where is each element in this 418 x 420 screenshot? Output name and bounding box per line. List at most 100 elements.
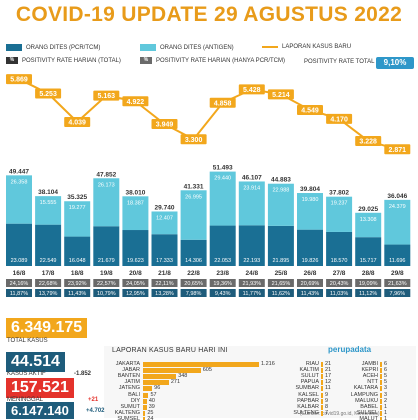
cases-label-13: 2.871 bbox=[389, 147, 407, 154]
legend-cases: LAPORAN KASUS BARU bbox=[262, 44, 351, 50]
cases-label-4: 4.922 bbox=[127, 99, 145, 106]
bar-pcr-4 bbox=[122, 230, 149, 266]
tick-5: 21/8 bbox=[158, 270, 171, 277]
province-bar-26 bbox=[380, 404, 382, 410]
province-label-17: KALBAR bbox=[297, 403, 319, 410]
province-bar-10 bbox=[321, 362, 323, 367]
province-bar-1 bbox=[143, 368, 201, 374]
bar-pcr-10 bbox=[297, 229, 323, 266]
province-label-12: SULUT bbox=[300, 373, 319, 380]
label-total-11: 37.802 bbox=[329, 190, 349, 197]
province-value-2: 348 bbox=[178, 373, 188, 380]
province-label-15: KALSEL bbox=[298, 391, 319, 398]
province-bar-9 bbox=[143, 416, 146, 420]
pos-pcr-box-12 bbox=[355, 279, 382, 287]
tick-3: 19/8 bbox=[100, 270, 113, 277]
active-cases-label: KASUS AKTIF bbox=[7, 371, 46, 377]
bar-pcr-5 bbox=[151, 234, 178, 266]
pos-pcr-1: 22,68% bbox=[39, 281, 58, 287]
label-total-3: 47.852 bbox=[96, 171, 116, 178]
cases-label-0: 5.869 bbox=[10, 77, 28, 84]
pos-total-3: 10,79% bbox=[97, 291, 116, 297]
cases-label-6: 3.300 bbox=[185, 137, 203, 144]
pos-total-box-2 bbox=[64, 289, 91, 297]
province-value-9: 24 bbox=[147, 415, 154, 420]
province-value-21: 5 bbox=[384, 373, 388, 380]
pos-pcr-6: 20,65% bbox=[184, 281, 203, 287]
bar-antigen-0 bbox=[6, 175, 32, 224]
bar-antigen-1 bbox=[35, 196, 62, 225]
province-bar-2 bbox=[143, 374, 177, 380]
pos-total-4: 12,95% bbox=[126, 291, 145, 297]
label-total-0: 49.447 bbox=[9, 168, 29, 175]
province-value-5: 57 bbox=[150, 391, 157, 398]
cases-marker-10 bbox=[297, 104, 323, 115]
label-pcr-2: 16.048 bbox=[69, 258, 86, 264]
label-total-7: 51.493 bbox=[213, 165, 233, 172]
tick-1: 17/8 bbox=[42, 270, 55, 277]
province-bar-13 bbox=[321, 380, 323, 386]
label-total-10: 39.804 bbox=[300, 186, 320, 193]
cases-label-10: 4.549 bbox=[301, 107, 319, 114]
cases-label-7: 4.858 bbox=[214, 100, 232, 107]
pos-total-13: 7,96% bbox=[389, 291, 405, 297]
province-label-23: KALTARA bbox=[353, 385, 378, 392]
province-label-7: SUMUT bbox=[120, 403, 140, 410]
label-pcr-7: 22.053 bbox=[214, 258, 231, 264]
label-antigen-9: 22.988 bbox=[272, 188, 289, 194]
bar-antigen-9 bbox=[267, 183, 294, 226]
pos-pcr-box-13 bbox=[384, 279, 411, 287]
province-value-18: 7 bbox=[325, 409, 329, 416]
pos-total-12: 11,12% bbox=[359, 291, 377, 297]
province-label-0: JAKARTA bbox=[115, 361, 140, 367]
bar-pcr-9 bbox=[267, 225, 294, 266]
pos-total-box-5 bbox=[151, 289, 178, 297]
province-value-20: 6 bbox=[384, 367, 388, 374]
tick-12: 28/8 bbox=[362, 270, 375, 277]
pos-pcr-box-3 bbox=[93, 279, 120, 287]
pos-pcr-5: 22,11% bbox=[155, 281, 173, 287]
pos-total-box-0 bbox=[6, 289, 32, 297]
tick-2: 18/8 bbox=[71, 270, 84, 277]
cases-marker-8 bbox=[238, 84, 265, 95]
province-bar-17 bbox=[321, 404, 323, 410]
province-panel-title: LAPORAN KASUS BARU HARI INI bbox=[112, 347, 228, 354]
pos-pcr-box-11 bbox=[326, 279, 353, 287]
pos-pcr-12: 19,09% bbox=[359, 281, 378, 287]
province-bar-14 bbox=[321, 386, 323, 392]
province-bar-19 bbox=[380, 362, 382, 367]
pos-total-box-10 bbox=[297, 289, 323, 297]
province-bar-18 bbox=[321, 410, 323, 416]
label-pcr-1: 22.549 bbox=[40, 258, 57, 264]
province-label-6: DIY bbox=[130, 397, 140, 404]
province-bar-4 bbox=[143, 386, 153, 392]
recovered-delta: +4.702 bbox=[86, 408, 105, 414]
total-cases-label: TOTAL KASUS bbox=[7, 338, 48, 344]
label-pcr-4: 19.623 bbox=[127, 258, 144, 264]
label-total-4: 38.010 bbox=[125, 189, 145, 196]
cases-marker-0 bbox=[6, 74, 32, 85]
bar-pcr-3 bbox=[93, 226, 120, 266]
cases-label-11: 4.170 bbox=[330, 116, 348, 123]
label-antigen-13: 24.379 bbox=[389, 204, 406, 210]
province-label-14: SUMBAR bbox=[295, 385, 319, 392]
cases-marker-9 bbox=[267, 89, 294, 100]
province-label-27: SULSEL bbox=[356, 409, 378, 416]
label-pcr-5: 17.333 bbox=[156, 258, 173, 264]
province-label-10: RIAU bbox=[305, 361, 319, 367]
province-value-26: 1 bbox=[384, 403, 388, 410]
pos-pcr-box-2 bbox=[64, 279, 91, 287]
bar-antigen-11 bbox=[326, 196, 353, 232]
recovered-value: 6.147.140 bbox=[6, 402, 74, 419]
label-pcr-9: 21.895 bbox=[272, 258, 289, 264]
bar-antigen-7 bbox=[209, 171, 236, 226]
cases-marker-2 bbox=[64, 116, 91, 127]
label-total-2: 35.325 bbox=[67, 194, 87, 201]
cases-label-12: 3.228 bbox=[359, 138, 377, 145]
province-label-3: JATIM bbox=[124, 379, 140, 386]
bar-antigen-3 bbox=[93, 178, 120, 227]
bar-pcr-12 bbox=[355, 237, 382, 266]
province-value-6: 40 bbox=[148, 397, 155, 404]
cases-marker-7 bbox=[209, 97, 236, 108]
tick-13: 29/8 bbox=[391, 270, 404, 277]
